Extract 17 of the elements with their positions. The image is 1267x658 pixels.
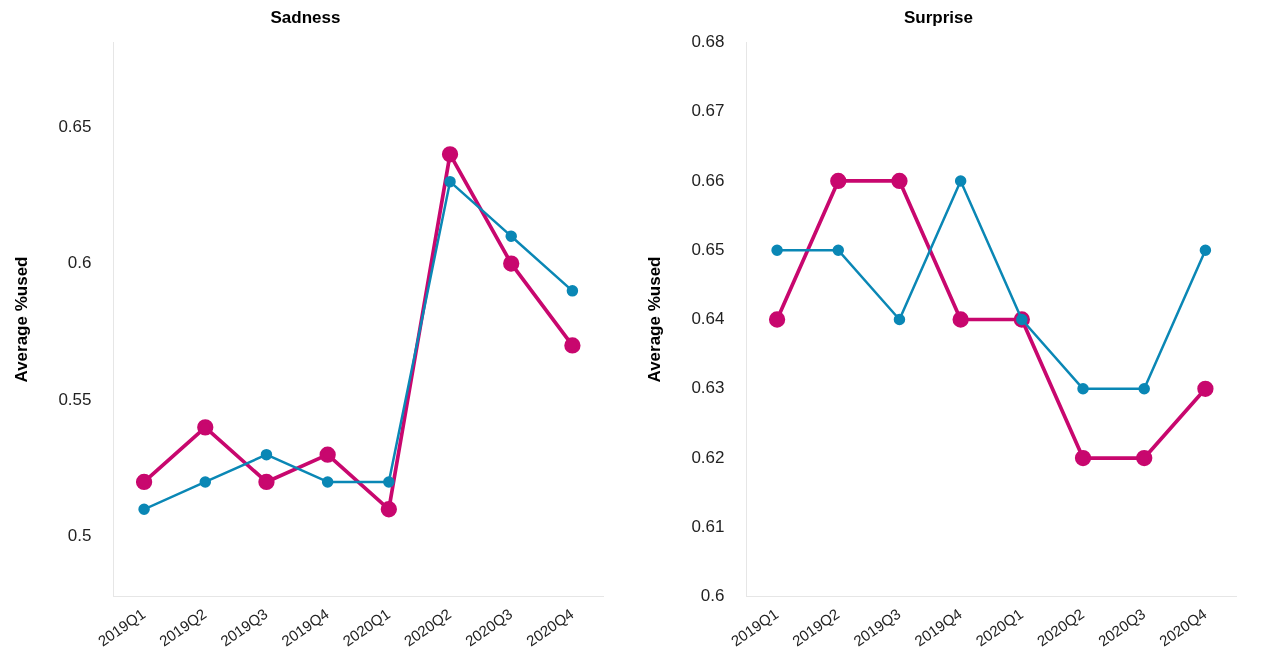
y-tick-label: 0.63	[691, 378, 725, 398]
chart-title: Sadness	[270, 7, 341, 27]
y-tick-label: 0.64	[691, 309, 725, 329]
y-tick-label: 0.62	[691, 447, 725, 467]
chart-title: Surprise	[904, 7, 973, 27]
y-tick-label: 0.5	[67, 526, 92, 546]
y-tick-label: 0.61	[691, 517, 725, 537]
y-axis-title: Average %used	[11, 256, 31, 383]
y-tick-label: 0.67	[691, 101, 725, 121]
y-tick-label: 0.55	[58, 389, 92, 409]
y-tick-label: 0.6	[67, 253, 92, 273]
y-tick-label: 0.6	[700, 586, 725, 606]
y-tick-label: 0.65	[58, 116, 92, 136]
y-tick-label: 0.66	[691, 170, 725, 190]
y-axis-title: Average %used	[644, 256, 664, 383]
y-tick-label: 0.68	[691, 32, 725, 52]
y-tick-label: 0.65	[691, 239, 725, 259]
